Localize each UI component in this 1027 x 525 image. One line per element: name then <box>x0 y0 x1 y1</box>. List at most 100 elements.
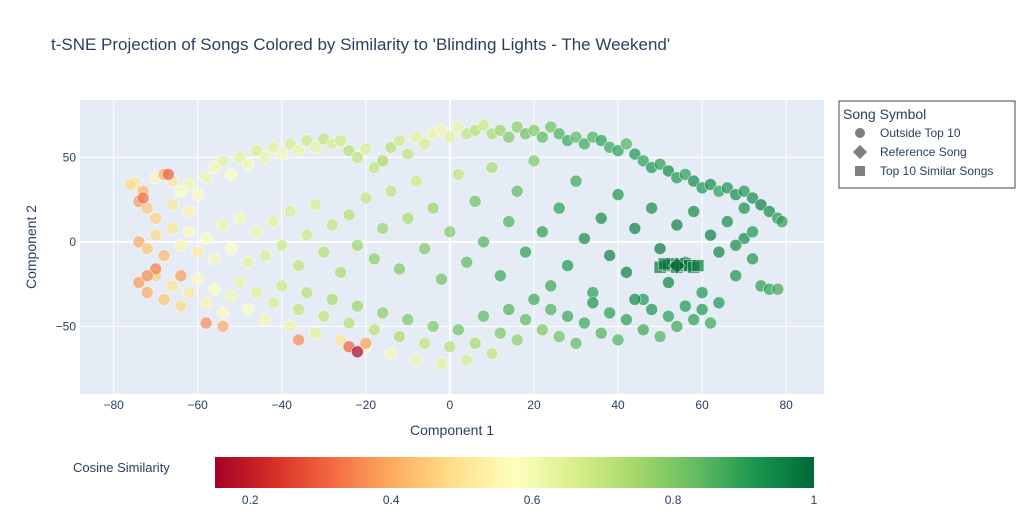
song-point <box>124 178 137 191</box>
colorbar-tick-label: 1 <box>811 493 818 507</box>
x-tick-label: −40 <box>272 398 293 412</box>
song-point <box>359 142 373 156</box>
song-point <box>418 137 432 151</box>
x-tick-label: 20 <box>527 398 541 412</box>
song-point <box>334 134 348 147</box>
song-point <box>317 309 331 323</box>
song-point <box>510 333 524 347</box>
song-point <box>620 265 633 279</box>
song-point <box>762 205 776 218</box>
song-point <box>275 238 289 252</box>
y-tick-label: 0 <box>69 235 76 249</box>
x-tick-label: 60 <box>695 398 709 412</box>
legend-item-top-10-similar[interactable]: Top 10 Similar Songs <box>880 164 993 178</box>
song-point <box>662 164 675 178</box>
song-point <box>687 174 701 188</box>
song-point <box>208 161 221 174</box>
song-point <box>594 134 608 147</box>
legend: Song Symbol Outside Top 10 Reference Son… <box>838 100 1016 189</box>
song-point <box>266 215 280 229</box>
song-point <box>544 120 558 134</box>
song-point <box>544 279 558 293</box>
song-point <box>754 198 768 212</box>
song-point <box>704 178 717 191</box>
song-point <box>477 309 490 323</box>
song-point <box>384 184 398 198</box>
y-tick-label: −50 <box>56 319 77 333</box>
song-point <box>737 232 751 245</box>
song-point <box>300 286 314 300</box>
song-point <box>628 147 642 161</box>
x-tick-label: 40 <box>611 398 625 412</box>
song-point <box>687 205 701 218</box>
song-point <box>351 151 364 164</box>
song-point <box>149 228 163 242</box>
reference-song-point <box>667 256 686 275</box>
legend-diamond-icon <box>852 144 868 160</box>
song-point <box>334 265 348 279</box>
song-point <box>552 201 566 215</box>
song-point <box>451 167 465 181</box>
song-point <box>443 340 457 354</box>
song-point <box>401 147 415 161</box>
song-point <box>409 130 423 144</box>
song-point <box>519 313 532 327</box>
song-point <box>292 144 305 158</box>
song-point <box>451 323 465 337</box>
song-point <box>502 215 516 229</box>
song-point <box>292 259 305 272</box>
song-point <box>376 222 390 235</box>
song-point <box>603 306 617 320</box>
song-point <box>401 211 415 225</box>
song-point <box>136 191 150 205</box>
song-point <box>569 336 583 350</box>
song-point <box>149 262 163 276</box>
song-point <box>233 276 247 289</box>
song-point <box>182 286 196 300</box>
colorbar-tick-label: 0.2 <box>242 493 259 507</box>
song-point <box>695 303 709 316</box>
colorbar-ticks: 0.2 0.4 0.6 0.8 1 <box>242 493 818 507</box>
song-point <box>241 157 255 171</box>
song-point <box>519 245 532 259</box>
song-point <box>157 249 171 262</box>
song-point <box>216 218 230 232</box>
legend-title: Song Symbol <box>843 106 926 122</box>
song-point <box>712 296 726 310</box>
colorbar <box>215 457 814 488</box>
song-point <box>775 215 789 229</box>
song-point <box>435 272 448 286</box>
song-point <box>493 269 507 283</box>
legend-item-outside-top-10[interactable]: Outside Top 10 <box>880 126 961 140</box>
song-point <box>578 316 591 330</box>
song-point <box>174 238 188 252</box>
song-point <box>628 292 642 306</box>
x-axis-ticks: −80 −60 −40 −20 0 20 40 60 80 <box>103 398 793 412</box>
song-point <box>460 255 474 269</box>
song-point <box>300 228 314 242</box>
song-point <box>182 225 196 239</box>
song-point <box>485 161 499 174</box>
legend-item-reference-song[interactable]: Reference Song <box>880 145 967 159</box>
song-point <box>561 259 574 272</box>
song-point <box>199 232 213 245</box>
song-point <box>485 347 499 360</box>
song-point <box>552 330 566 343</box>
song-point <box>174 299 188 313</box>
song-point <box>393 262 406 276</box>
song-point <box>275 147 289 161</box>
colorbar-tick-label: 0.8 <box>665 493 682 507</box>
song-point <box>166 279 179 293</box>
song-point <box>216 306 230 320</box>
song-point <box>678 167 692 181</box>
song-point <box>737 184 751 198</box>
song-point <box>224 242 238 256</box>
song-point <box>451 120 465 134</box>
song-point <box>300 134 314 147</box>
song-point <box>527 154 541 168</box>
song-point <box>712 245 726 259</box>
song-point <box>376 154 390 168</box>
song-point <box>292 303 305 316</box>
x-tick-label: 80 <box>779 398 793 412</box>
song-point <box>258 151 272 164</box>
